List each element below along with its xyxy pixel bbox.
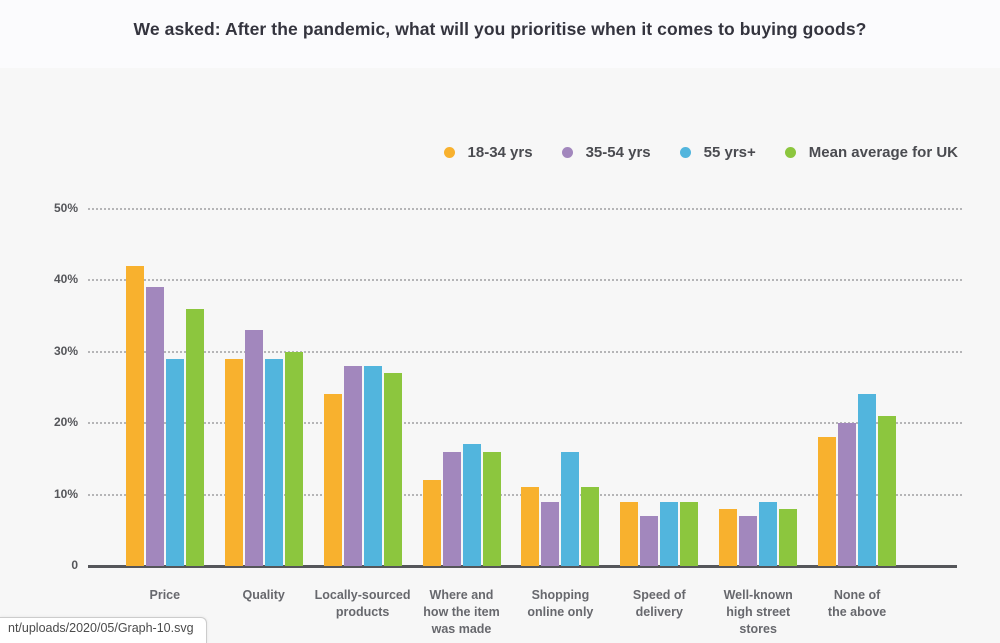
x-axis-category-label-line: was made xyxy=(431,622,492,636)
legend-item: 35-54 yrs xyxy=(561,144,651,161)
bar-55-yrs+ xyxy=(462,444,481,566)
bar-55-yrs+ xyxy=(660,501,679,566)
bar-mean-average-for-uk xyxy=(581,487,600,566)
bar-mean-average-for-uk xyxy=(284,351,303,566)
bar-35-54-yrs xyxy=(838,423,857,566)
gridline xyxy=(88,207,962,210)
x-axis-category-label-line: Quality xyxy=(242,588,285,602)
bar-18-34-yrs xyxy=(224,358,243,566)
y-axis-tick-label: 20% xyxy=(53,415,78,429)
bar-18-34-yrs xyxy=(422,480,441,566)
bar-55-yrs+ xyxy=(858,394,877,566)
bar-55-yrs+ xyxy=(561,451,580,566)
bar-55-yrs+ xyxy=(165,358,184,566)
bar-35-54-yrs xyxy=(541,501,560,566)
chart-title: We asked: After the pandemic, what will … xyxy=(133,19,867,39)
y-axis-tick-label: 0 xyxy=(71,558,78,572)
legend-label: 35-54 yrs xyxy=(585,144,651,161)
x-axis-line xyxy=(88,564,957,568)
x-axis-category-label: Where and how the item was made xyxy=(392,587,532,638)
x-axis-category-label-line: the above xyxy=(827,605,887,619)
x-axis-category-label-line: Shopping xyxy=(531,588,590,602)
x-axis-category-label-line: Where and xyxy=(429,588,494,602)
gridline xyxy=(88,422,962,424)
x-axis-category-label-line: Locally-sourced xyxy=(314,588,411,602)
legend-label: 18-34 yrs xyxy=(467,144,533,161)
bar-35-54-yrs xyxy=(739,515,758,566)
x-axis-category-label: None of the above xyxy=(787,587,927,621)
y-axis-tick-label: 50% xyxy=(53,200,78,215)
x-axis-category-label-line: high street xyxy=(726,605,791,619)
legend-dot-icon xyxy=(443,147,455,158)
bar-mean-average-for-uk xyxy=(779,508,798,566)
bar-35-54-yrs xyxy=(343,365,362,566)
bar-18-34-yrs xyxy=(818,437,837,566)
x-axis-category-label-line: Speed of xyxy=(632,588,686,602)
bar-35-54-yrs xyxy=(244,330,263,566)
bar-18-34-yrs xyxy=(521,487,540,566)
chart-header: We asked: After the pandemic, what will … xyxy=(0,0,1000,68)
y-axis-tick-label: 30% xyxy=(53,343,78,358)
bar-mean-average-for-uk xyxy=(680,501,699,566)
bar-35-54-yrs xyxy=(145,287,164,566)
legend-item: Mean average for UK xyxy=(784,144,958,161)
x-axis-category-label-line: Well-known xyxy=(723,588,793,602)
bar-55-yrs+ xyxy=(759,501,778,566)
gridline xyxy=(88,279,962,281)
x-axis-category-label-line: None of xyxy=(833,588,881,602)
x-axis-category-label-line: Price xyxy=(149,588,181,602)
x-axis-category-label: Speed of delivery xyxy=(589,587,729,621)
x-axis-category-label: Locally-sourced products xyxy=(293,587,433,621)
y-axis-tick-label: 40% xyxy=(53,272,78,286)
bar-35-54-yrs xyxy=(640,515,659,566)
legend-dot-icon xyxy=(784,147,796,158)
x-axis-category-label-line: stores xyxy=(739,622,777,636)
bar-mean-average-for-uk xyxy=(383,372,402,566)
y-axis-tick-label: 10% xyxy=(53,486,78,501)
x-axis-category-label-line: delivery xyxy=(635,605,683,619)
x-axis-category-label-line: how the item xyxy=(423,605,500,619)
bar-35-54-yrs xyxy=(442,451,461,566)
bar-18-34-yrs xyxy=(125,265,144,566)
bar-mean-average-for-uk xyxy=(185,308,204,566)
legend-item: 18-34 yrs xyxy=(443,144,533,161)
bar-55-yrs+ xyxy=(363,365,382,566)
legend: 18-34 yrs 35-54 yrs 55 yrs+ Mean average fo… xyxy=(443,144,958,161)
status-bar-url: nt/uploads/2020/05/Graph-10.svg xyxy=(0,617,207,643)
x-axis-category-label-line: online only xyxy=(527,605,594,619)
legend-label: 55 yrs+ xyxy=(703,144,756,161)
legend-dot-icon xyxy=(679,147,691,158)
bar-mean-average-for-uk xyxy=(482,451,501,566)
x-axis-category-label: Shopping online only xyxy=(490,587,630,621)
bar-mean-average-for-uk xyxy=(878,415,897,566)
x-axis-category-label: Well-known high street stores xyxy=(688,587,828,638)
x-axis-category-label-line: products xyxy=(335,605,390,619)
legend-label: Mean average for UK xyxy=(808,144,958,161)
bar-18-34-yrs xyxy=(719,508,738,566)
legend-item: 55 yrs+ xyxy=(679,144,756,161)
bar-18-34-yrs xyxy=(323,394,342,566)
x-axis-category-label: Price xyxy=(95,587,235,604)
legend-dot-icon xyxy=(561,147,573,158)
x-axis-category-label: Quality xyxy=(194,587,334,604)
gridline xyxy=(88,350,962,353)
bar-18-34-yrs xyxy=(620,501,639,566)
bar-55-yrs+ xyxy=(264,358,283,566)
